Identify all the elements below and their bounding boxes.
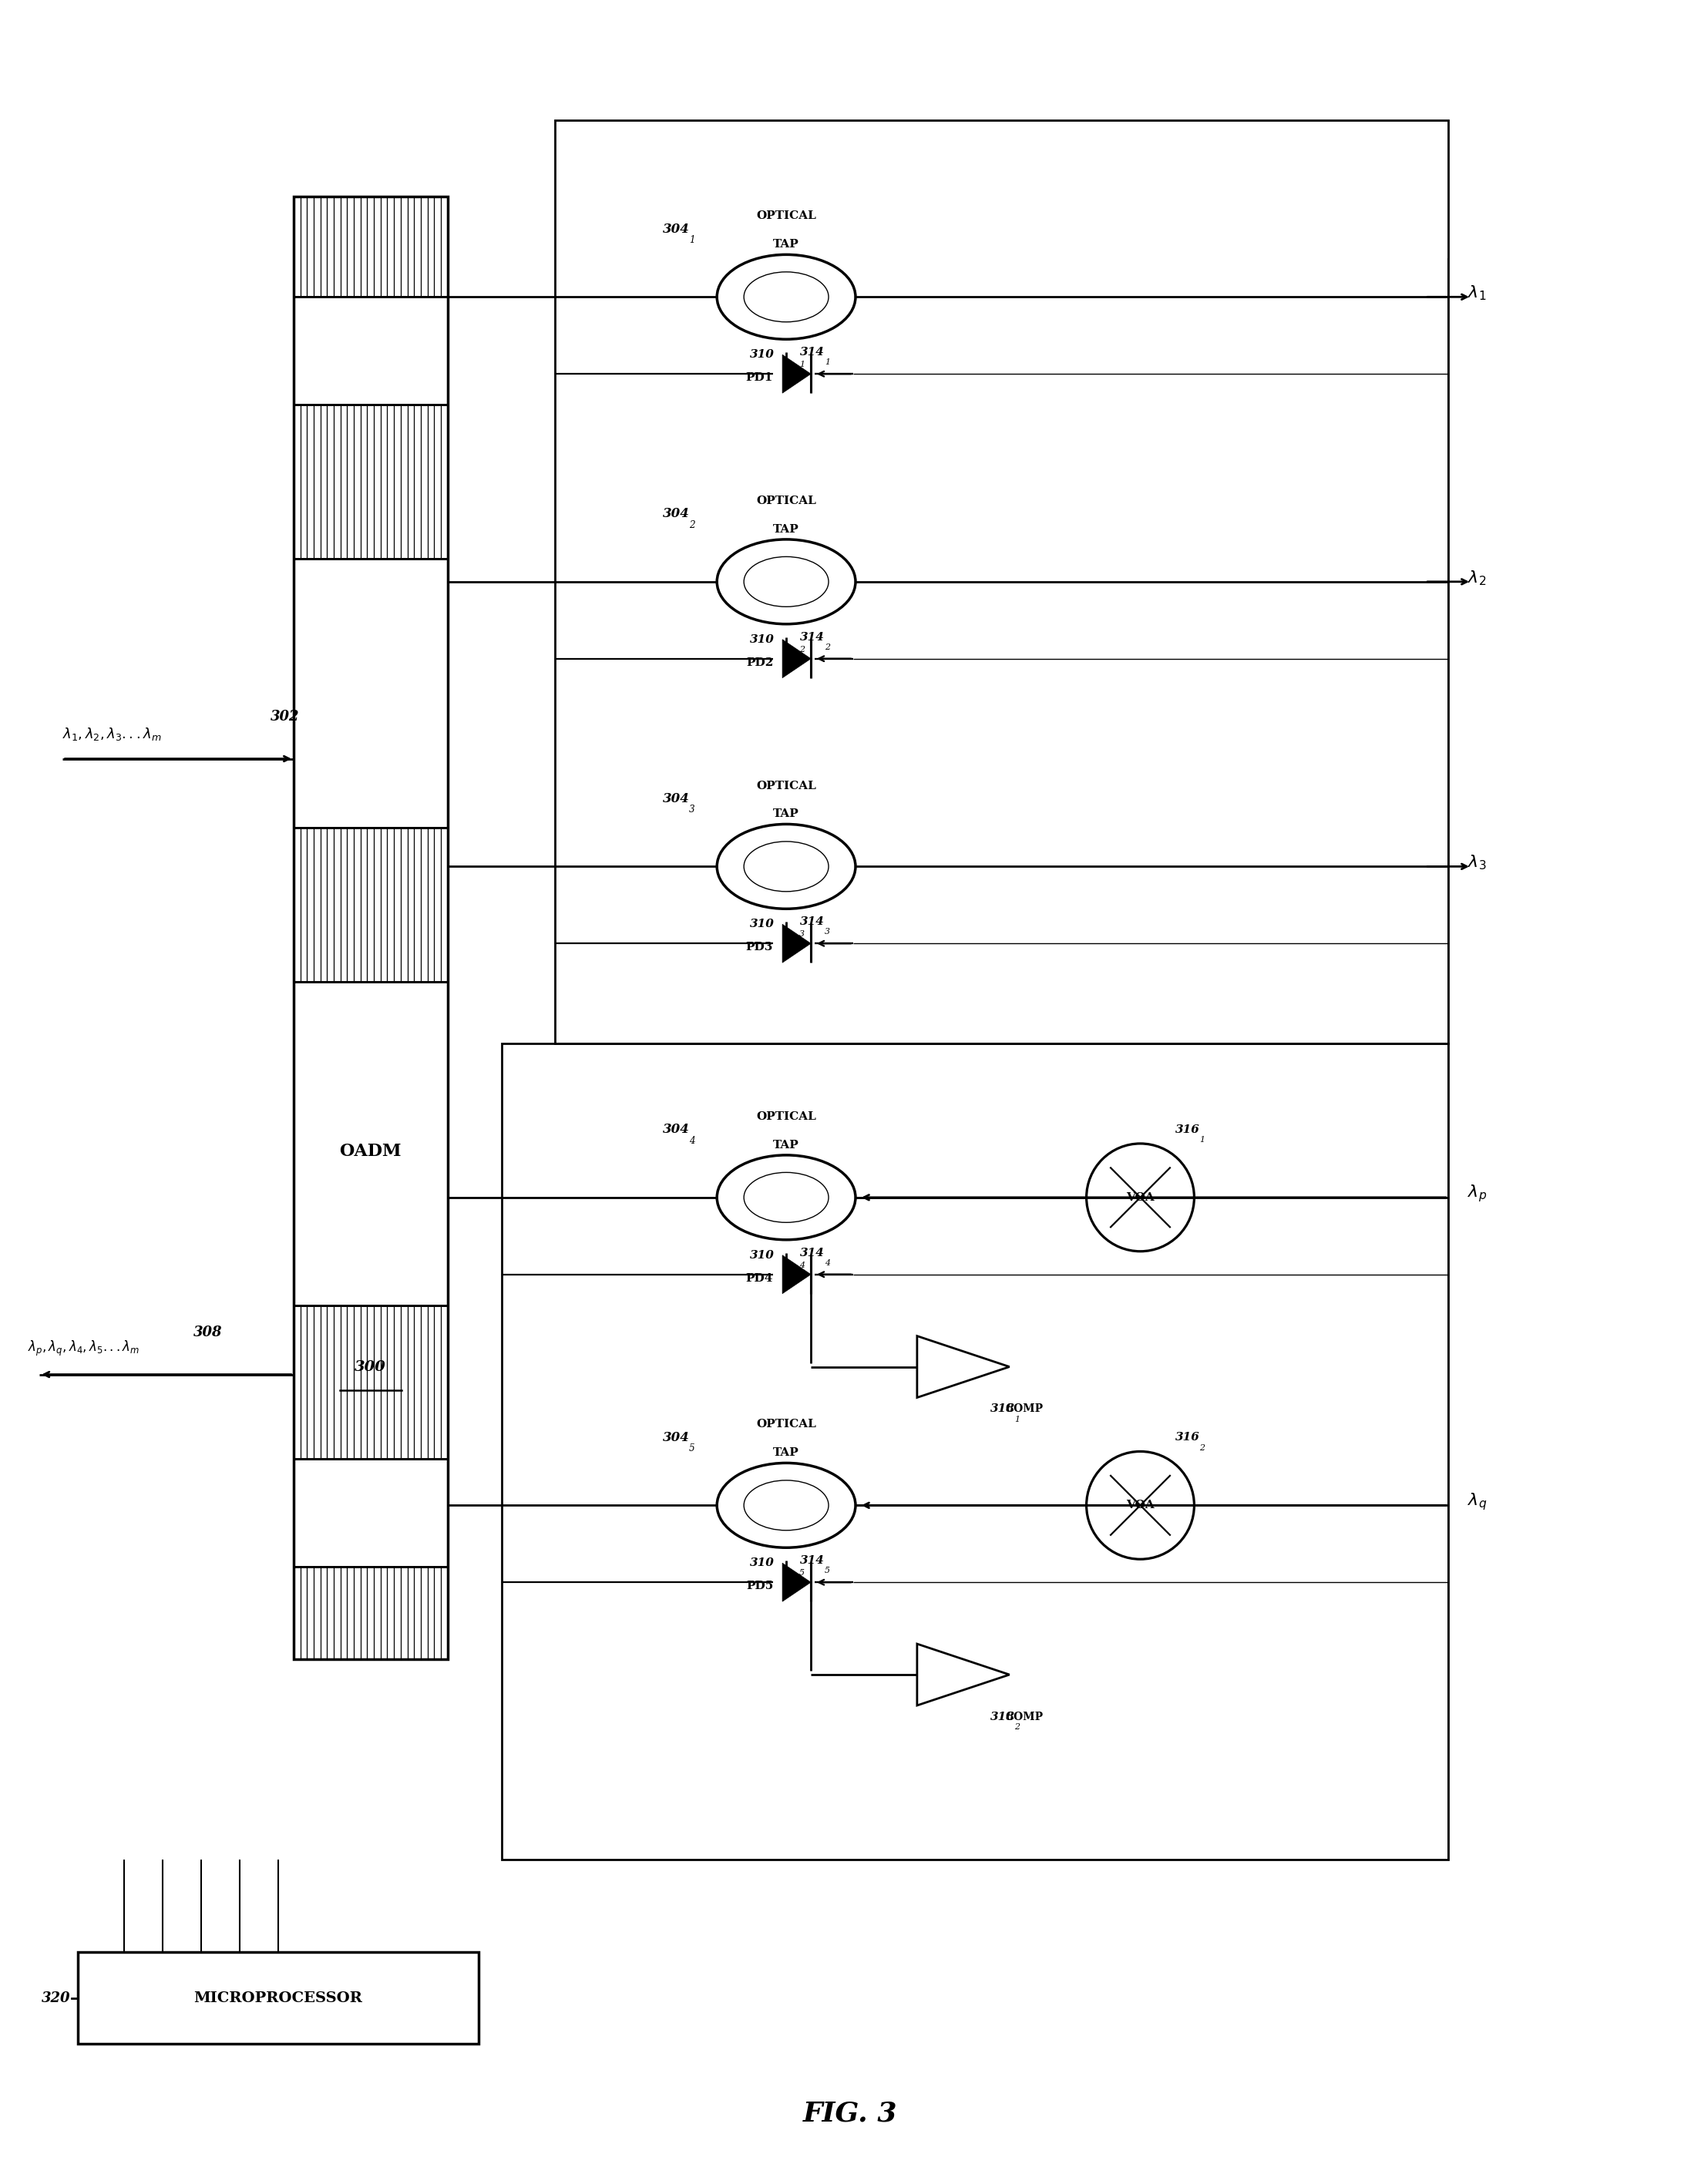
Bar: [294, 197, 447, 297]
Text: PD1: PD1: [745, 371, 774, 382]
Text: $\lambda_{1}$: $\lambda_{1}$: [1468, 284, 1487, 301]
Text: $\lambda_1,\lambda_2,\lambda_3...\lambda_m$: $\lambda_1,\lambda_2,\lambda_3...\lambda…: [63, 725, 162, 743]
Text: 304: 304: [663, 223, 691, 236]
Text: TAP: TAP: [774, 1140, 799, 1151]
Text: OADM: OADM: [340, 1142, 401, 1160]
Text: 310: 310: [750, 349, 774, 360]
Bar: [294, 297, 447, 404]
Text: 310: 310: [750, 919, 774, 930]
Text: PD2: PD2: [747, 657, 774, 668]
Bar: [294, 828, 447, 983]
Polygon shape: [782, 924, 811, 963]
Text: TAP: TAP: [774, 524, 799, 535]
Text: 5: 5: [799, 1570, 805, 1577]
Text: 1: 1: [825, 358, 830, 367]
Text: 308: 308: [194, 1326, 223, 1339]
Text: 3: 3: [799, 930, 805, 939]
Text: COMP: COMP: [1005, 1712, 1043, 1723]
Text: 310: 310: [750, 1249, 774, 1260]
Text: 314: 314: [799, 917, 825, 928]
Text: 300: 300: [356, 1361, 386, 1374]
Text: 314: 314: [799, 631, 825, 642]
Polygon shape: [782, 1256, 811, 1293]
Text: TAP: TAP: [774, 240, 799, 249]
Polygon shape: [782, 1564, 811, 1601]
Text: 5: 5: [825, 1568, 830, 1575]
Text: 314: 314: [799, 1555, 825, 1566]
Text: TAP: TAP: [774, 808, 799, 819]
Text: 1: 1: [689, 236, 696, 245]
Text: OPTICAL: OPTICAL: [757, 210, 816, 221]
Text: $\lambda_p,\lambda_q,\lambda_4,\lambda_5...\lambda_m$: $\lambda_p,\lambda_q,\lambda_4,\lambda_5…: [27, 1339, 139, 1358]
Text: TAP: TAP: [774, 1448, 799, 1459]
Text: 302: 302: [270, 710, 299, 723]
Text: $\lambda_{p}$: $\lambda_{p}$: [1468, 1184, 1487, 1203]
Text: $\lambda_{3}$: $\lambda_{3}$: [1468, 854, 1487, 871]
Text: 4: 4: [825, 1260, 830, 1267]
Bar: [78, 1952, 478, 2044]
Text: 316: 316: [1175, 1125, 1199, 1136]
Text: MICROPROCESSOR: MICROPROCESSOR: [194, 1992, 362, 2005]
Text: 314: 314: [799, 347, 825, 358]
Bar: [555, 120, 1448, 1044]
Text: 2: 2: [799, 646, 805, 653]
Text: 5: 5: [689, 1444, 696, 1455]
Text: COMP: COMP: [1005, 1404, 1043, 1415]
Text: PD3: PD3: [745, 941, 774, 952]
Text: 1: 1: [1015, 1415, 1021, 1424]
Text: 316: 316: [1175, 1433, 1199, 1444]
Text: $\lambda_{q}$: $\lambda_{q}$: [1468, 1492, 1487, 1511]
Bar: [294, 983, 447, 1306]
Bar: [294, 559, 447, 828]
Bar: [294, 1306, 447, 1459]
Text: 3: 3: [689, 806, 696, 815]
Text: 2: 2: [689, 520, 696, 531]
Text: 4: 4: [799, 1262, 805, 1269]
Text: 320: 320: [41, 1992, 70, 2005]
Text: OPTICAL: OPTICAL: [757, 1420, 816, 1431]
Bar: [294, 1459, 447, 1566]
Text: $\lambda_{2}$: $\lambda_{2}$: [1468, 568, 1487, 587]
Bar: [502, 1044, 1448, 1859]
Text: VOA: VOA: [1126, 1192, 1155, 1203]
Text: 2: 2: [1015, 1723, 1021, 1732]
Polygon shape: [782, 640, 811, 677]
Bar: [294, 1566, 447, 1660]
Text: 1: 1: [1199, 1136, 1204, 1144]
Polygon shape: [782, 354, 811, 393]
Text: 310: 310: [750, 1557, 774, 1568]
Text: FIG. 3: FIG. 3: [803, 2101, 898, 2127]
Text: OPTICAL: OPTICAL: [757, 496, 816, 507]
Text: OPTICAL: OPTICAL: [757, 1112, 816, 1123]
Text: 304: 304: [663, 1123, 691, 1136]
Bar: [294, 197, 447, 1660]
Text: PD4: PD4: [745, 1273, 774, 1284]
Text: 2: 2: [1199, 1444, 1204, 1452]
Text: 4: 4: [689, 1136, 696, 1147]
Text: 318: 318: [990, 1404, 1015, 1415]
Text: PD5: PD5: [747, 1581, 774, 1592]
Text: VOA: VOA: [1126, 1500, 1155, 1511]
Text: 304: 304: [663, 507, 691, 520]
Text: 304: 304: [663, 793, 691, 806]
Text: 1: 1: [799, 360, 805, 369]
Text: 304: 304: [663, 1431, 691, 1444]
Text: 2: 2: [825, 644, 830, 651]
Text: 3: 3: [825, 928, 830, 937]
Bar: [294, 404, 447, 559]
Text: OPTICAL: OPTICAL: [757, 780, 816, 791]
Text: 318: 318: [990, 1712, 1015, 1723]
Text: 314: 314: [799, 1247, 825, 1258]
Text: 310: 310: [750, 633, 774, 644]
